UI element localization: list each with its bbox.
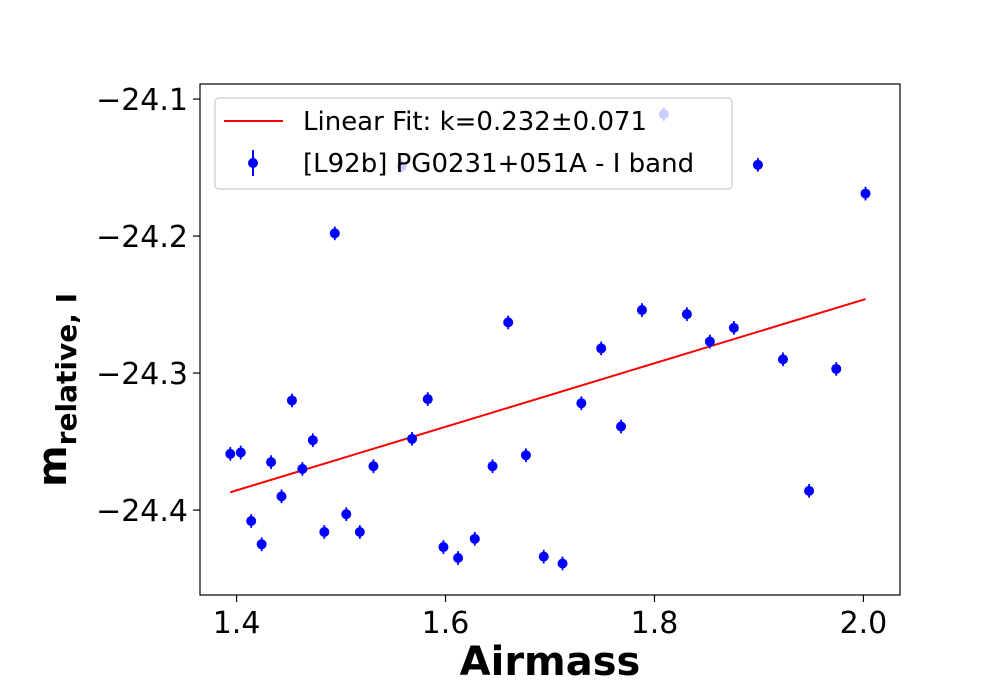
data-point bbox=[329, 226, 340, 241]
data-point-marker bbox=[681, 309, 692, 320]
data-point-marker bbox=[804, 485, 815, 496]
x-tick-label: 1.4 bbox=[213, 606, 261, 641]
legend-frame bbox=[214, 97, 733, 190]
data-point bbox=[681, 307, 692, 322]
data-point bbox=[831, 362, 842, 376]
data-point bbox=[341, 507, 352, 522]
data-point-marker bbox=[329, 228, 340, 239]
y-axis-ticks: −24.1 −24.2 −24.3 −24.4 bbox=[96, 83, 200, 529]
data-point bbox=[422, 392, 433, 406]
data-point bbox=[557, 556, 568, 571]
data-point bbox=[453, 551, 464, 565]
data-point bbox=[407, 431, 418, 446]
data-point-marker bbox=[307, 435, 318, 446]
x-axis-ticks: 1.4 1.6 1.8 2.0 bbox=[213, 595, 888, 641]
data-point bbox=[503, 315, 514, 330]
x-axis-label: Airmass bbox=[460, 639, 641, 685]
data-point-marker bbox=[860, 188, 871, 199]
data-point bbox=[266, 455, 277, 469]
x-tick-label: 2.0 bbox=[840, 606, 888, 641]
data-point bbox=[704, 334, 715, 349]
data-point bbox=[307, 433, 318, 448]
legend: Linear Fit: k=0.232±0.071 [L92b] PG0231+… bbox=[214, 97, 733, 190]
data-point-marker bbox=[469, 533, 480, 544]
data-point-marker bbox=[368, 461, 379, 472]
data-point bbox=[276, 489, 287, 504]
data-point bbox=[752, 157, 763, 172]
data-point-marker bbox=[704, 336, 715, 347]
data-point bbox=[777, 352, 788, 367]
legend-points-label: [L92b] PG0231+051A - I band bbox=[303, 149, 694, 179]
data-point-marker bbox=[616, 421, 627, 432]
data-point-marker bbox=[407, 433, 418, 444]
data-point-marker bbox=[246, 516, 257, 527]
data-point bbox=[469, 531, 480, 546]
data-point bbox=[804, 484, 815, 498]
fit-line bbox=[230, 298, 866, 494]
data-point bbox=[354, 525, 365, 539]
data-point-marker bbox=[453, 553, 464, 564]
data-point bbox=[636, 303, 647, 317]
data-point bbox=[520, 448, 531, 463]
data-point bbox=[235, 445, 246, 460]
data-point bbox=[438, 540, 449, 554]
y-axis-label-subscript: relative, I bbox=[50, 293, 83, 445]
data-point bbox=[319, 525, 330, 539]
data-point-marker bbox=[520, 450, 531, 461]
data-point-marker bbox=[225, 448, 236, 459]
data-point-marker bbox=[503, 317, 514, 328]
data-point bbox=[368, 459, 379, 474]
data-point bbox=[728, 321, 739, 335]
data-point-marker bbox=[576, 398, 587, 409]
data-point bbox=[297, 462, 308, 476]
data-point-marker bbox=[487, 461, 498, 472]
data-point bbox=[225, 447, 236, 461]
data-point bbox=[487, 459, 498, 474]
data-point-marker bbox=[422, 394, 433, 405]
data-point-marker bbox=[557, 558, 568, 569]
data-point-marker bbox=[341, 509, 352, 520]
data-point-marker bbox=[538, 551, 549, 562]
data-point-marker bbox=[752, 159, 763, 170]
y-tick-label: −24.1 bbox=[96, 83, 188, 118]
data-point-marker bbox=[636, 305, 647, 316]
data-point-marker bbox=[266, 457, 277, 468]
data-point-marker bbox=[319, 526, 330, 537]
data-point-marker bbox=[728, 322, 739, 333]
data-point bbox=[538, 549, 549, 564]
data-point bbox=[860, 186, 871, 201]
legend-fit-label: Linear Fit: k=0.232±0.071 bbox=[303, 107, 647, 137]
data-point-marker bbox=[256, 539, 267, 550]
y-tick-label: −24.3 bbox=[96, 357, 188, 392]
legend-points-swatch bbox=[248, 158, 258, 168]
plot-frame bbox=[199, 83, 901, 596]
data-point bbox=[596, 341, 607, 356]
data-point-marker bbox=[777, 354, 788, 365]
data-point-marker bbox=[286, 395, 297, 406]
y-tick-label: −24.2 bbox=[96, 220, 188, 255]
data-point bbox=[576, 396, 587, 411]
data-point bbox=[286, 393, 297, 408]
data-point bbox=[616, 419, 627, 434]
data-point bbox=[256, 537, 267, 552]
y-axis-label: mrelative, I bbox=[30, 293, 83, 487]
data-point-marker bbox=[438, 542, 449, 553]
data-point-marker bbox=[297, 463, 308, 474]
data-point-marker bbox=[596, 343, 607, 354]
data-point-marker bbox=[831, 363, 842, 374]
data-point bbox=[246, 514, 257, 528]
x-tick-label: 1.6 bbox=[422, 606, 470, 641]
data-point-marker bbox=[276, 491, 287, 502]
fit-line-layer bbox=[230, 298, 866, 494]
y-tick-label: −24.4 bbox=[96, 494, 188, 529]
data-point-marker bbox=[354, 526, 365, 537]
y-axis-label-main: m bbox=[30, 445, 76, 487]
data-point-marker bbox=[235, 447, 246, 458]
x-tick-label: 1.8 bbox=[631, 606, 679, 641]
